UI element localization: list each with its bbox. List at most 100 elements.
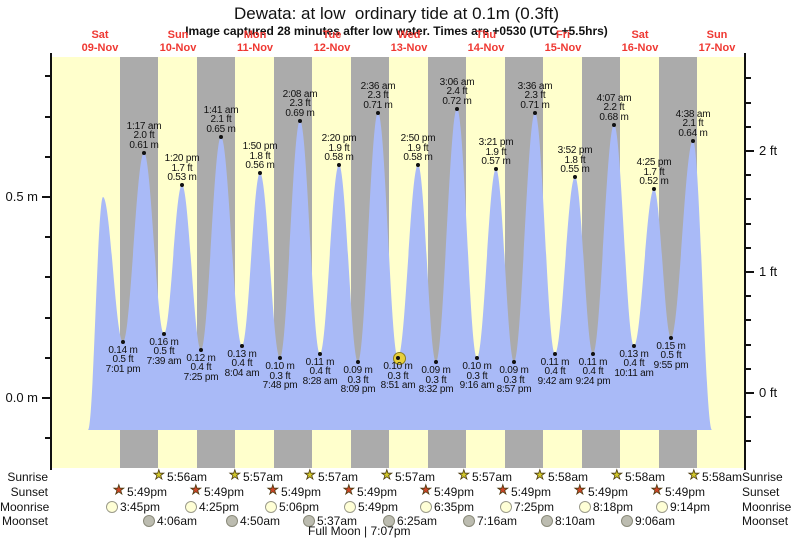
right-axis-line	[744, 53, 746, 470]
tide-label-line: 0.58 m	[324, 152, 354, 164]
tide-label-line: 0.3 ft	[503, 374, 525, 386]
tide-extreme-dot	[652, 186, 656, 191]
moonrise-circle-icon	[106, 501, 118, 513]
moonset-circle-icon	[303, 515, 315, 527]
tide-extreme-dot	[180, 182, 184, 187]
right-axis-label: 0 ft	[759, 385, 778, 400]
moonrise-circle-icon	[420, 501, 432, 513]
astro-row-label-left-sunrise: Sunrise	[7, 470, 48, 484]
right-minor-tick	[746, 246, 751, 249]
high-tide-label: 3:21 pm 1.9 ft 0.57 m	[464, 138, 528, 167]
tide-label-line: 2:50 pm	[400, 132, 436, 144]
tide-label-line: 0.12 m	[186, 352, 216, 364]
moonset-time: 6:25am	[397, 514, 438, 528]
sunset-star-icon: ★	[574, 482, 586, 497]
moonrise-time: 3:45pm	[120, 500, 161, 514]
right-axis-label: 2 ft	[759, 143, 778, 158]
tide-label-line: 0.4 ft	[190, 362, 212, 374]
day-label: Mon 11-Nov	[220, 29, 290, 54]
moonset-circle-icon	[226, 515, 238, 527]
day-label-dow: Mon	[243, 29, 267, 41]
tide-label-line: 8:32 pm	[418, 384, 454, 396]
tide-extreme-dot	[455, 106, 459, 111]
tide-label-line: 2:36 am	[360, 80, 396, 92]
day-label-date: 11-Nov	[236, 41, 274, 54]
day-label-date: 14-Nov	[467, 41, 505, 54]
day-label-date: 17-Nov	[698, 41, 736, 54]
moonrise-circle-icon	[344, 501, 356, 513]
left-minor-tick	[45, 115, 50, 118]
tide-extreme-dot	[573, 174, 577, 179]
tide-label-line: 0.13 m	[619, 348, 649, 360]
tide-label-line: 8:28 am	[302, 376, 338, 388]
tide-label-line: 2:08 am	[282, 88, 318, 100]
tide-label-line: 2.1 ft	[682, 118, 704, 130]
moonrise-time: 7:25pm	[514, 500, 555, 514]
tide-label-line: 0.09 m	[499, 364, 529, 376]
tide-label-line: 0.5 ft	[153, 346, 175, 358]
astro-row-label-right-sunset: Sunset	[742, 485, 780, 499]
tide-label-line: 0.4 ft	[623, 358, 645, 370]
low-tide-label: 0.09 m 0.3 ft 8:09 pm	[326, 365, 390, 395]
tide-extreme-dot	[298, 118, 302, 123]
sunset-star-icon: ★	[420, 482, 432, 497]
left-axis-label: 0.5 m	[5, 189, 38, 204]
sunrise-time: 5:57am	[395, 470, 436, 484]
moonrise-time: 6:35pm	[434, 500, 475, 514]
moonset-time: 4:06am	[157, 514, 198, 528]
sunset-star-icon: ★	[497, 482, 509, 497]
right-minor-tick	[746, 343, 751, 346]
tide-extreme-dot	[278, 355, 282, 360]
day-label-dow: Tue	[322, 29, 342, 41]
tide-label-line: 0.3 ft	[387, 370, 409, 382]
tide-label-line: 2.3 ft	[289, 98, 311, 110]
tide-extreme-dot	[318, 351, 322, 356]
tide-label-line: 2.3 ft	[367, 90, 389, 102]
moonrise-circle-icon	[265, 501, 277, 513]
day-label-dow: Thu	[475, 29, 497, 41]
day-label-date: 12-Nov	[313, 41, 351, 54]
tide-label-line: 0.71 m	[520, 99, 550, 111]
tide-extreme-dot	[669, 335, 673, 340]
tide-label-line: 4:25 pm	[636, 156, 672, 168]
tide-label-line: 2.3 ft	[524, 90, 546, 102]
right-minor-tick	[746, 198, 751, 201]
left-axis-label: 0.0 m	[5, 390, 38, 405]
tide-label-line: 2.1 ft	[210, 114, 232, 126]
low-tide-label: 0.10 m 0.3 ft 8:51 am	[366, 361, 430, 391]
day-label-date: 09-Nov	[81, 41, 119, 54]
tide-label-line: 9:42 am	[537, 376, 573, 388]
high-tide-label: 4:25 pm 1.7 ft 0.52 m	[622, 158, 686, 187]
moonset-circle-icon	[541, 515, 553, 527]
day-label: Sat 16-Nov	[605, 29, 675, 54]
tide-extreme-dot	[162, 331, 166, 336]
right-minor-tick	[746, 222, 751, 225]
moonset-circle-icon	[463, 515, 475, 527]
left-major-tick	[42, 196, 50, 198]
sunrise-time: 5:58am	[548, 470, 589, 484]
low-tide-label: 0.13 m 0.4 ft 10:11 am	[602, 348, 666, 379]
sunrise-star-icon: ★	[611, 467, 623, 482]
right-axis-label: 1 ft	[759, 264, 778, 279]
low-tide-label: 0.12 m 0.4 ft 7:25 pm	[169, 352, 233, 383]
tide-label-line: 0.3 ft	[347, 374, 369, 386]
moonset-time: 8:10am	[555, 514, 596, 528]
moonset-circle-icon	[621, 515, 633, 527]
high-tide-label: 1:17 am 2.0 ft 0.61 m	[112, 121, 176, 151]
tide-label-line: 0.4 ft	[544, 366, 566, 378]
tide-label-line: 0.09 m	[421, 364, 451, 376]
day-label-dow: Sun	[167, 29, 189, 41]
tide-area-path	[88, 108, 712, 430]
high-tide-label: 2:50 pm 1.9 ft 0.58 m	[386, 132, 450, 163]
tide-extreme-dot	[612, 122, 616, 127]
tide-label-line: 0.68 m	[599, 112, 629, 124]
high-tide-label: 1:50 pm 1.8 ft 0.56 m	[228, 142, 292, 171]
sunset-time: 5:49pm	[588, 485, 629, 499]
moonset-circle-icon	[143, 515, 155, 527]
sunrise-star-icon: ★	[688, 467, 700, 482]
moonrise-time: 8:18pm	[593, 500, 634, 514]
tide-extreme-dot	[416, 162, 420, 167]
tide-label-line: 1.8 ft	[249, 150, 271, 162]
moonrise-circle-icon	[185, 501, 197, 513]
